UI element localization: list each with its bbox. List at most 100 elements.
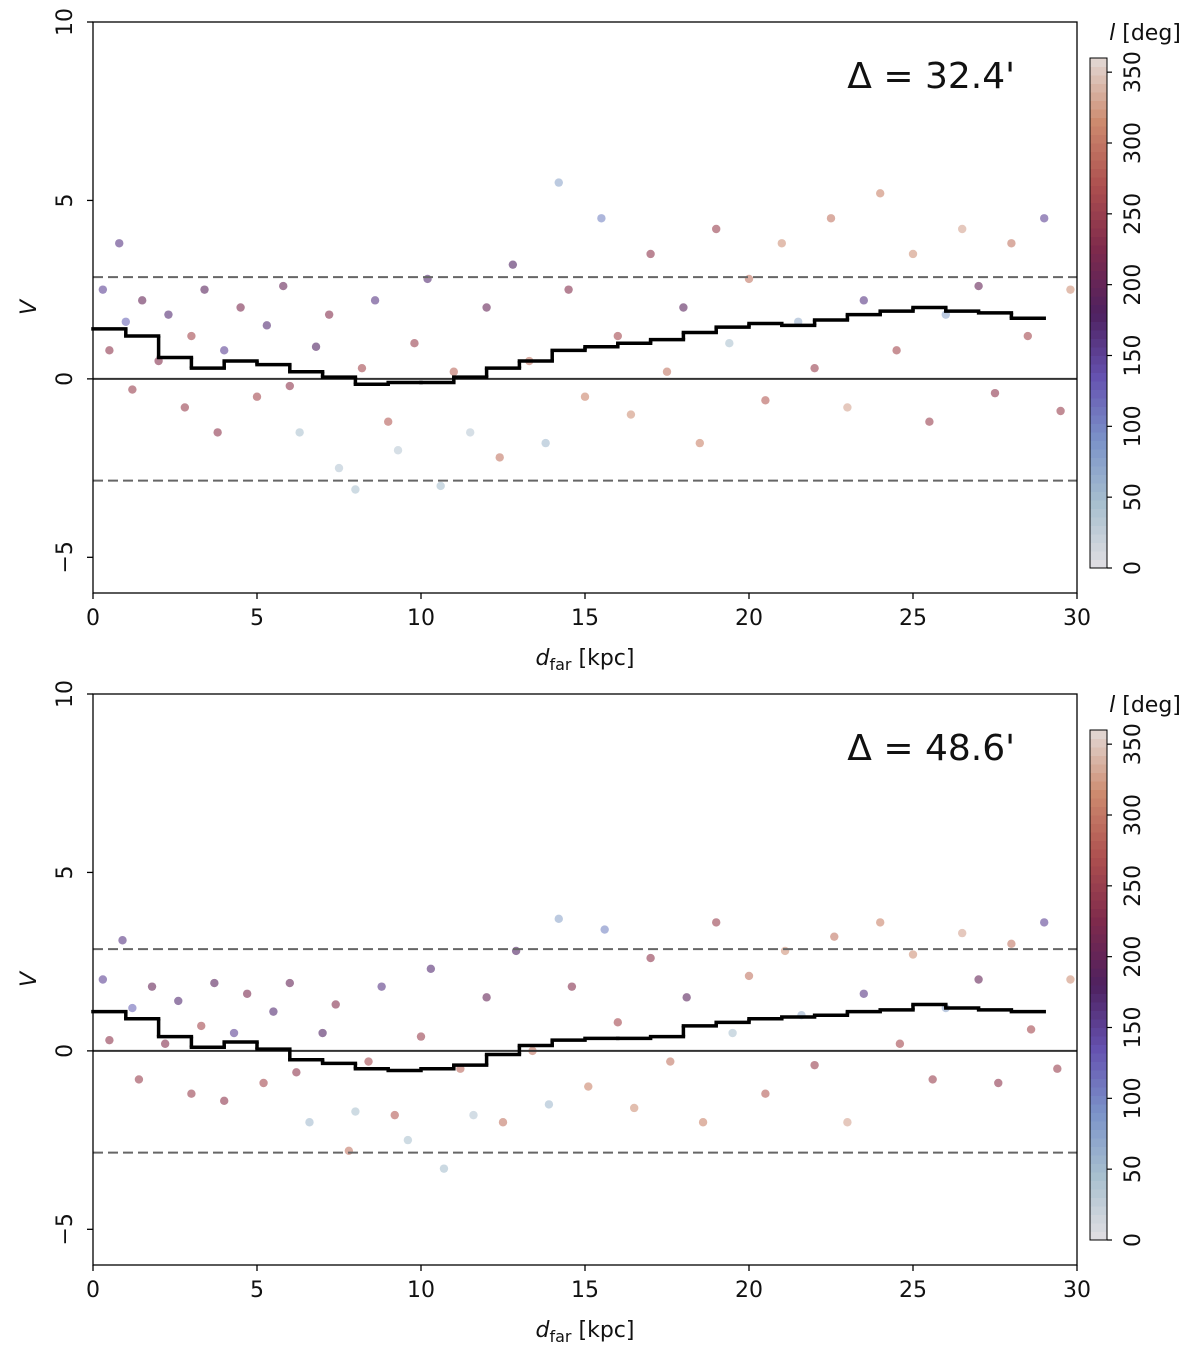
colorbar-slice — [1090, 245, 1107, 254]
scatter-point — [928, 1075, 937, 1084]
scatter-point — [311, 342, 321, 351]
colorbar-slice — [1090, 806, 1107, 816]
scatter-point — [830, 932, 839, 941]
colorbar-tick-label: 250 — [1121, 193, 1146, 235]
colorbar-tick-label: 350 — [1121, 51, 1146, 93]
colorbar-slice — [1090, 491, 1107, 501]
scatter-point — [210, 978, 219, 988]
colorbar-slice — [1090, 781, 1107, 790]
colorbar-slice — [1090, 321, 1107, 331]
scatter-point — [1007, 939, 1016, 949]
y-axis-label: V — [17, 298, 42, 315]
y-tick-label: 5 — [53, 865, 78, 879]
colorbar-slice — [1090, 1087, 1107, 1096]
colorbar-slice — [1090, 381, 1107, 390]
colorbar-slice — [1090, 959, 1107, 969]
colorbar-slice — [1090, 194, 1107, 203]
scatter-point — [370, 296, 380, 305]
scatter-point — [1053, 1064, 1062, 1073]
colorbar-slice — [1090, 1044, 1107, 1054]
scatter-point — [584, 1082, 593, 1091]
scatter-point — [712, 918, 721, 927]
scatter-point — [695, 438, 704, 448]
scatter-point — [242, 989, 252, 998]
colorbar-slice — [1090, 1053, 1107, 1062]
scatter-point — [364, 1057, 373, 1066]
scatter-point — [115, 239, 124, 248]
scatter-point — [118, 936, 127, 945]
colorbar-slice — [1090, 483, 1107, 492]
colorbar-slice — [1090, 177, 1107, 186]
colorbar-slice — [1090, 109, 1107, 118]
x-tick-label: 5 — [250, 606, 264, 631]
scatter-point — [259, 1078, 268, 1088]
colorbar-slice — [1090, 1163, 1107, 1173]
scatter-point — [908, 249, 918, 259]
colorbar-slice — [1090, 1189, 1107, 1198]
colorbar-slice — [1090, 738, 1107, 748]
colorbar-slice — [1090, 253, 1107, 263]
colorbar-slice — [1090, 126, 1107, 135]
scatter-point — [98, 975, 108, 984]
colorbar-slice — [1090, 287, 1107, 297]
y-tick-label: 0 — [53, 372, 78, 386]
scatter-point — [895, 1039, 905, 1048]
scatter-point — [567, 982, 577, 991]
scatter-point — [777, 239, 786, 248]
scatter-point — [134, 1075, 144, 1084]
colorbar-slice — [1090, 338, 1107, 348]
colorbar-slice — [1090, 832, 1107, 841]
scatter-point — [160, 1039, 170, 1048]
colorbar-slice — [1090, 58, 1107, 67]
colorbar-slice — [1090, 1104, 1107, 1113]
scatter-point — [482, 303, 491, 312]
colorbar-slice — [1090, 330, 1107, 339]
scatter-point — [554, 914, 563, 924]
colorbar-slice — [1090, 908, 1107, 918]
colorbar-tick-label: 50 — [1121, 483, 1146, 511]
scatter-point — [200, 285, 209, 294]
colorbar-label-symbol: l — [1109, 21, 1115, 46]
colorbar-label-unit: [deg] — [1122, 693, 1181, 718]
x-label-unit: [kpc] — [579, 646, 635, 671]
colorbar-slice — [1090, 934, 1107, 943]
scatter-point — [220, 346, 229, 355]
x-axis-label: dfar [kpc] — [536, 1318, 635, 1346]
scatter-point — [295, 428, 304, 437]
colorbar-slice — [1090, 1078, 1107, 1088]
scatter-point — [958, 224, 967, 234]
colorbar-slice — [1090, 432, 1107, 441]
colorbar-slice — [1090, 1223, 1107, 1232]
scatter-point — [213, 428, 222, 437]
annotation: Δ = 48.6' — [847, 728, 1015, 769]
y-tick-label: 5 — [53, 193, 78, 207]
axes-frame — [92, 693, 1078, 1266]
scatter-point — [318, 1028, 327, 1038]
scatter-point — [712, 224, 721, 234]
colorbar-slice — [1090, 1070, 1107, 1079]
scatter-point — [482, 993, 491, 1002]
x-tick-label: 5 — [250, 1278, 264, 1303]
colorbar-slice — [1090, 798, 1107, 807]
colorbar-slice — [1090, 440, 1107, 450]
scatter-point — [958, 928, 967, 938]
colorbar-slice — [1090, 789, 1107, 799]
colorbar-slice — [1090, 1197, 1107, 1207]
scatter-point — [416, 1032, 426, 1041]
colorbar-tick-label: 0 — [1121, 1233, 1146, 1247]
scatter-point — [1007, 239, 1016, 248]
scatter-point — [305, 1118, 314, 1127]
colorbar-slice — [1090, 542, 1107, 552]
colorbar-slice — [1090, 823, 1107, 833]
colorbar-label-symbol: l — [1109, 693, 1115, 718]
colorbar-slice — [1090, 764, 1107, 773]
colorbar-slice — [1090, 270, 1107, 280]
scatter-point — [826, 214, 836, 223]
colorbar-slice — [1090, 92, 1107, 101]
colorbar-tick-label: 350 — [1121, 723, 1146, 765]
colorbar-tick-label: 200 — [1121, 936, 1146, 978]
colorbar-slice — [1090, 100, 1107, 110]
colorbar-slice — [1090, 1027, 1107, 1037]
scatter-point — [498, 1118, 508, 1127]
colorbar-slice — [1090, 83, 1107, 93]
